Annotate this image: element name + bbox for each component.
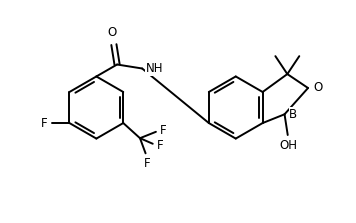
Text: F: F: [41, 117, 48, 130]
Text: NH: NH: [146, 62, 164, 75]
Text: O: O: [108, 26, 117, 39]
Text: F: F: [160, 124, 167, 137]
Text: B: B: [289, 108, 298, 121]
Text: OH: OH: [279, 139, 298, 152]
Text: F: F: [157, 139, 163, 152]
Text: F: F: [144, 157, 151, 170]
Text: O: O: [314, 81, 323, 94]
